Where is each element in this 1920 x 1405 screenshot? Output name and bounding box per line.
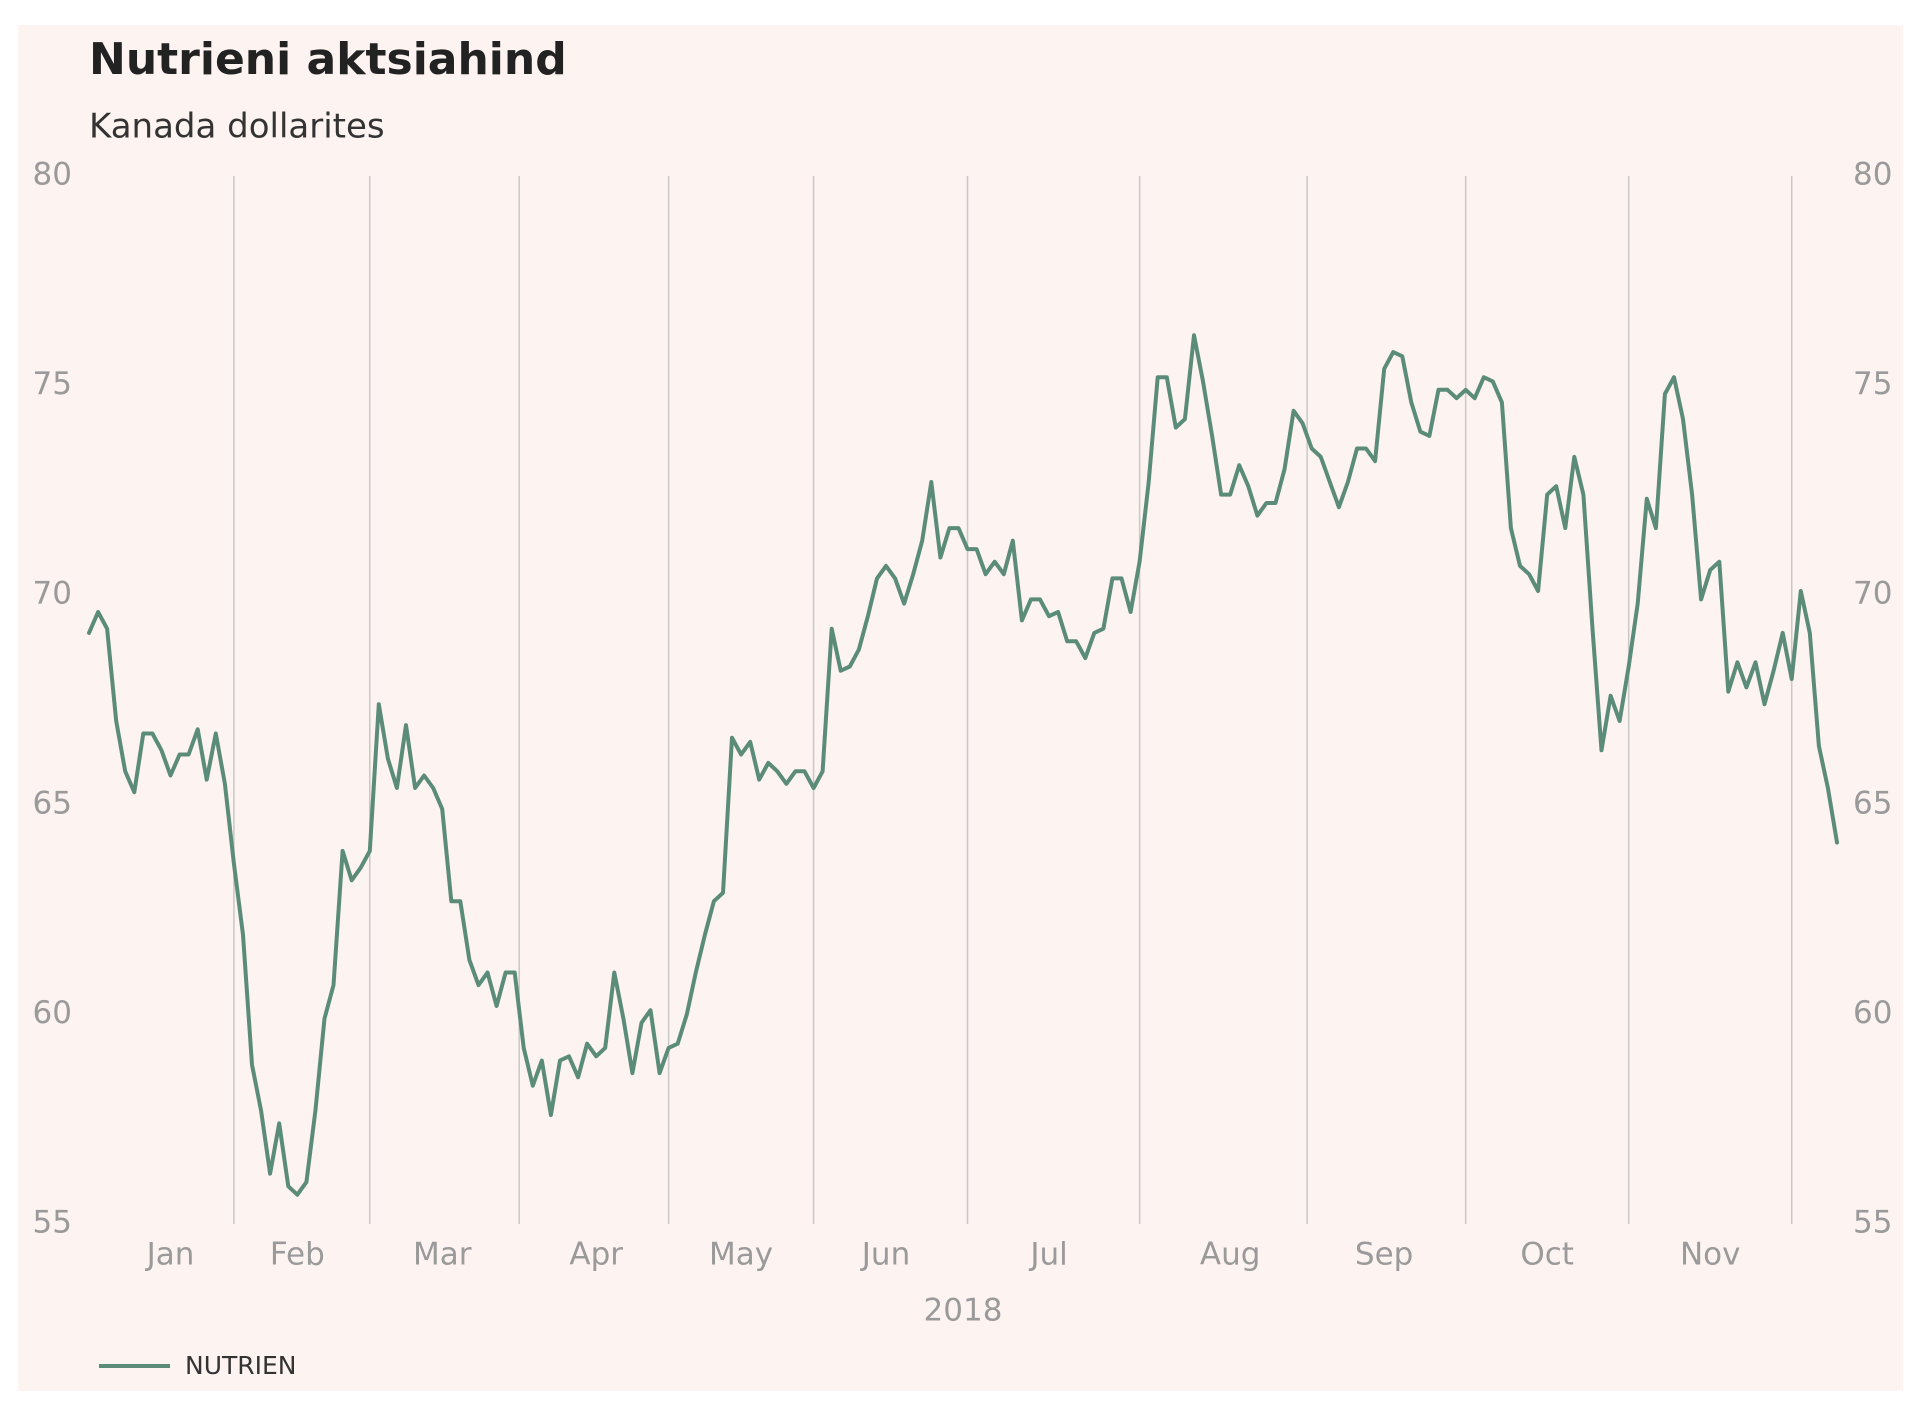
x-tick-label: Jun <box>860 1237 910 1273</box>
x-tick-label: Oct <box>1520 1237 1574 1273</box>
x-tick-label: May <box>709 1237 773 1273</box>
y-tick-label: 60 <box>33 995 72 1031</box>
x-tick-label: Mar <box>413 1237 472 1273</box>
y2-tick-label: 70 <box>1853 576 1892 612</box>
legend-label: NUTRIEN <box>185 1351 297 1380</box>
y2-tick-label: 75 <box>1853 366 1892 402</box>
y-tick-label: 55 <box>33 1205 72 1241</box>
chart-title: Nutrieni aktsiahind <box>89 34 567 85</box>
y-tick-label: 75 <box>33 366 72 402</box>
y2-tick-label: 65 <box>1853 785 1892 821</box>
x-tick-label: Feb <box>270 1237 325 1273</box>
y2-tick-label: 80 <box>1853 157 1892 193</box>
y-tick-label: 80 <box>33 157 72 193</box>
x-tick-label: Sep <box>1355 1237 1413 1273</box>
x-tick-label: Jul <box>1028 1237 1067 1273</box>
x-axis-label: 2018 <box>924 1293 1003 1329</box>
y-tick-label: 65 <box>33 785 72 821</box>
chart-background <box>18 25 1903 1391</box>
x-tick-label: Jan <box>145 1237 195 1273</box>
y2-tick-label: 60 <box>1853 995 1892 1031</box>
y-tick-label: 70 <box>33 576 72 612</box>
y2-tick-label: 55 <box>1853 1205 1892 1241</box>
chart-subtitle: Kanada dollarites <box>89 107 385 147</box>
x-tick-label: Nov <box>1680 1237 1741 1273</box>
x-tick-label: Aug <box>1200 1237 1261 1273</box>
line-series <box>87 333 1839 1197</box>
x-tick-label: Apr <box>569 1237 623 1273</box>
